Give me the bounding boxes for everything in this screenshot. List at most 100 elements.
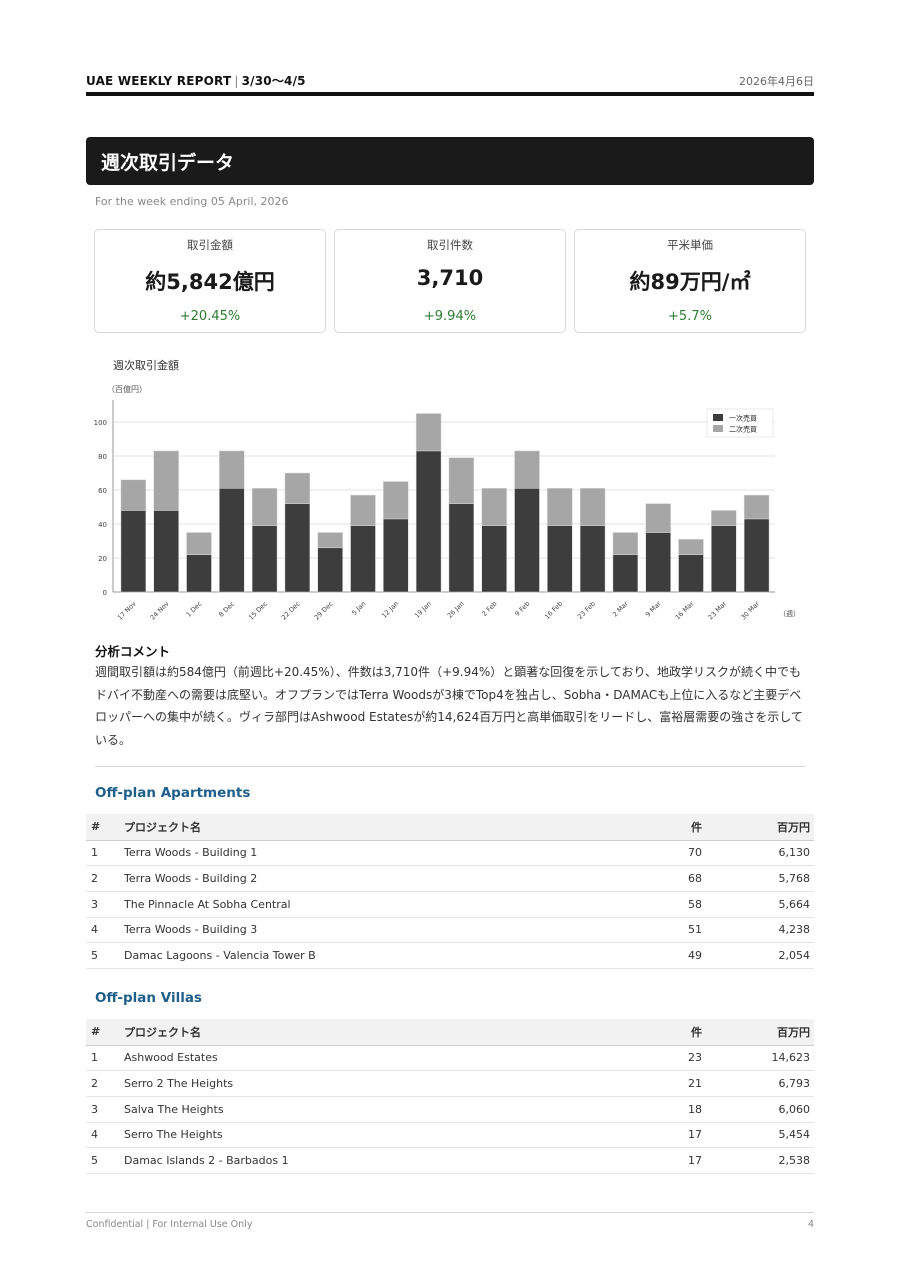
bar-secondary-sales (383, 481, 409, 520)
cell-rank: 1 (86, 840, 124, 867)
bar-primary-sales (415, 450, 442, 593)
x-tick-label: 23 Feb (576, 600, 597, 621)
table-header-row: # プロジェクト名 件 百万円 (86, 814, 814, 841)
cell-rank: 4 (86, 1122, 124, 1149)
cell-amount: 5,664 (702, 891, 814, 918)
x-tick-label: 9 Feb (513, 600, 531, 618)
y-tick-label: 60 (98, 487, 107, 495)
bar-secondary-sales (514, 450, 540, 489)
report-header: UAE WEEKLY REPORT | 3/30〜4/5 2026年4月6日 (86, 72, 814, 96)
table-row: 3 Salva The Heights 18 6,060 (86, 1096, 814, 1123)
y-tick-label: 100 (94, 419, 107, 427)
table-row: 2 Serro 2 The Heights 21 6,793 (86, 1070, 814, 1097)
report-title: UAE WEEKLY REPORT (86, 74, 232, 88)
cell-amount: 14,623 (702, 1045, 814, 1072)
report-date: 2026年4月6日 (739, 75, 814, 88)
cell-count: 21 (612, 1070, 702, 1097)
y-tick-label: 80 (98, 453, 107, 461)
cell-count: 17 (612, 1147, 702, 1174)
cell-project: The Pinnacle At Sobha Central (124, 891, 612, 918)
kpi-card-unit-price: 平米単価 約89万円/㎡ +5.7% (574, 229, 806, 333)
report-header-left: UAE WEEKLY REPORT | 3/30〜4/5 (86, 72, 306, 89)
bar-primary-sales (251, 525, 278, 593)
bar-secondary-sales (153, 450, 179, 511)
kpi-card-transaction-value: 取引金額 約5,842億円 +20.45% (94, 229, 326, 333)
col-header-rank: # (86, 1019, 124, 1046)
kpi-change: +9.94% (423, 309, 477, 324)
bar-primary-sales (186, 554, 212, 593)
cell-amount: 4,238 (702, 917, 814, 944)
bar-secondary-sales (678, 539, 704, 555)
bar-primary-sales (514, 488, 540, 593)
x-tick-label: 19 Jan (413, 600, 433, 620)
analysis-body: 週間取引額は約584億円（前週比+20.45%）、件数は3,710件（+9.94… (95, 665, 803, 747)
cell-rank: 3 (86, 1096, 124, 1123)
apartments-table: # プロジェクト名 件 百万円 1 Terra Woods - Building… (86, 814, 814, 969)
bar-secondary-sales (711, 510, 737, 526)
bar-primary-sales (612, 554, 639, 593)
bar-primary-sales (481, 525, 507, 593)
villas-title: Off-plan Villas (95, 990, 202, 1006)
x-tick-label: 23 Mar (707, 600, 729, 622)
cell-project: Terra Woods - Building 2 (124, 865, 612, 892)
table-row: 4 Terra Woods - Building 3 51 4,238 (86, 917, 814, 944)
x-tick-label: 1 Dec (184, 599, 203, 618)
table-row: 1 Ashwood Estates 23 14,623 (86, 1045, 814, 1072)
cell-rank: 1 (86, 1045, 124, 1072)
bar-secondary-sales (547, 488, 573, 526)
bar-secondary-sales (186, 532, 212, 555)
analysis-divider (95, 766, 805, 767)
bar-primary-sales (678, 554, 704, 593)
x-tick-label: 2 Feb (480, 600, 498, 618)
apartments-title: Off-plan Apartments (95, 785, 251, 801)
legend-swatch-secondary (713, 425, 723, 432)
col-header-amount: 百万円 (702, 814, 814, 841)
x-tick-label: 15 Dec (247, 599, 269, 621)
cell-amount: 5,454 (702, 1122, 814, 1149)
footer-confidential: Confidential | For Internal Use Only (86, 1219, 253, 1230)
chart-title: 週次取引金額 (113, 358, 179, 372)
bar-secondary-sales (645, 503, 671, 533)
x-tick-label: 5 Jan (350, 600, 367, 617)
x-tick-label: 22 Dec (280, 599, 302, 621)
section-subtitle: For the week ending 05 April, 2026 (95, 195, 289, 208)
section-title-bar: 週次取引データ (86, 137, 814, 185)
report-period: 3/30〜4/5 (241, 74, 306, 88)
cell-count: 17 (612, 1122, 702, 1149)
header-separator: | (234, 74, 239, 88)
cell-count: 49 (612, 942, 702, 969)
bar-secondary-sales (612, 532, 639, 555)
bar-secondary-sales (120, 479, 147, 511)
cell-amount: 2,538 (702, 1147, 814, 1174)
x-tick-label: 24 Nov (149, 600, 171, 622)
table-row: 1 Terra Woods - Building 1 70 6,130 (86, 840, 814, 867)
bar-primary-sales (120, 510, 147, 593)
y-axis-label: （百億円） (107, 384, 147, 394)
cell-count: 18 (612, 1096, 702, 1123)
col-header-count: 件 (612, 814, 702, 841)
legend-label-secondary: 二次売買 (729, 425, 757, 434)
x-axis-label: （週） (779, 609, 800, 618)
bar-secondary-sales (350, 494, 376, 526)
bar-secondary-sales (219, 450, 245, 489)
legend-swatch-primary (713, 414, 723, 421)
cell-rank: 5 (86, 1147, 124, 1174)
kpi-change: +20.45% (179, 309, 241, 324)
cell-count: 70 (612, 840, 702, 867)
bar-primary-sales (284, 503, 311, 593)
villas-table: # プロジェクト名 件 百万円 1 Ashwood Estates 23 14,… (86, 1019, 814, 1174)
bar-primary-sales (711, 525, 737, 593)
table-row: 3 The Pinnacle At Sobha Central 58 5,664 (86, 891, 814, 918)
bar-primary-sales (350, 525, 376, 593)
x-tick-label: 9 Mar (644, 600, 663, 619)
x-tick-label: 12 Jan (380, 600, 400, 620)
x-tick-label: 17 Nov (116, 600, 138, 622)
col-header-project: プロジェクト名 (124, 1019, 612, 1046)
bar-primary-sales (153, 510, 179, 593)
cell-project: Terra Woods - Building 1 (124, 840, 612, 867)
cell-rank: 2 (86, 1070, 124, 1097)
legend-box (706, 408, 774, 438)
kpi-label: 取引件数 (427, 238, 473, 252)
table-row: 2 Terra Woods - Building 2 68 5,768 (86, 865, 814, 892)
bar-primary-sales (448, 503, 475, 593)
